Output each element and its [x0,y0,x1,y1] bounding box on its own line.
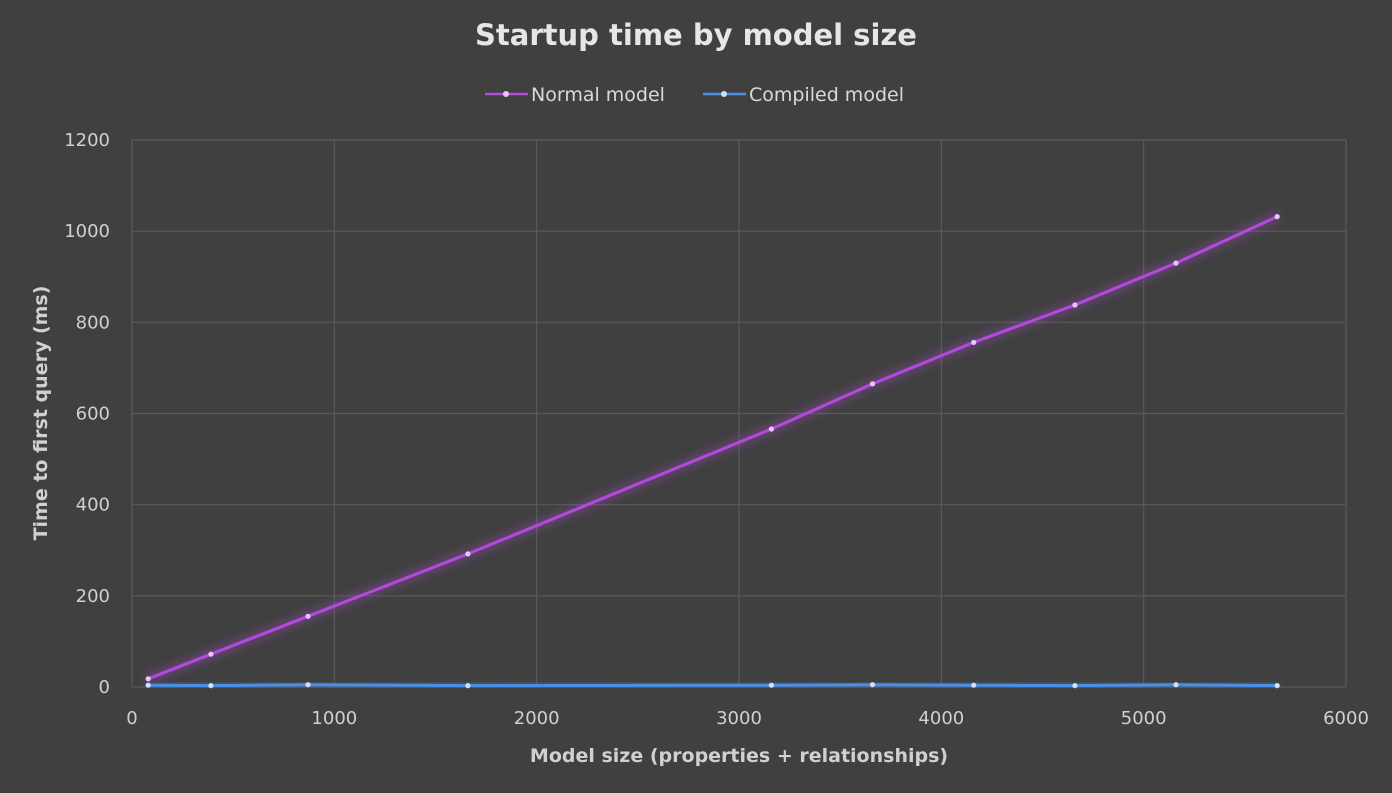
chart-title: Startup time by model size [475,18,917,52]
y-tick-label: 600 [76,404,110,425]
data-point-compiled-model [1173,682,1179,688]
y-axis-label: Time to first query (ms) [30,286,52,541]
y-tick-label: 1200 [64,130,110,151]
data-point-compiled-model [208,683,214,689]
data-point-compiled-model [768,682,775,688]
data-point-normal-model [465,551,471,557]
x-axis-tick-labels: 0 1000 2000 3000 4000 5000 6000 [126,708,1369,729]
x-tick-label: 5000 [1121,708,1167,729]
data-point-compiled-model [305,682,311,688]
series-line-normal-model [146,215,1279,681]
x-tick-label: 3000 [716,708,762,729]
data-point-normal-model [305,613,311,619]
data-point-normal-model [1173,260,1179,266]
legend-label-compiled-model: Compiled model [749,84,904,106]
data-point-compiled-model [145,682,151,688]
series-line-compiled-model [146,683,1279,688]
y-tick-label: 1000 [64,221,110,242]
data-point-compiled-model [971,682,977,688]
data-point-compiled-model [1072,683,1078,689]
legend-label-normal-model: Normal model [531,84,665,106]
series-compiled-model [145,682,1280,689]
data-point-normal-model [1274,214,1280,220]
y-tick-label: 200 [76,586,110,607]
data-point-normal-model [869,381,876,387]
x-tick-label: 4000 [918,708,964,729]
legend-marker-compiled-model [721,91,727,97]
legend: Normal model Compiled model [485,84,904,106]
series-layer [145,214,1280,689]
y-tick-label: 0 [99,677,110,698]
x-tick-label: 6000 [1323,708,1369,729]
gridlines [131,139,1347,688]
y-axis-tick-labels: 0 200 400 600 800 1000 1200 [64,130,110,698]
y-tick-label: 400 [76,495,110,516]
data-point-compiled-model [1274,683,1280,689]
data-point-normal-model [145,676,151,682]
legend-marker-normal-model [503,91,509,97]
x-axis-label: Model size (properties + relationships) [530,745,948,767]
legend-item-normal-model: Normal model [485,84,665,106]
data-point-normal-model [208,651,214,657]
x-tick-label: 2000 [514,708,560,729]
series-normal-model [145,214,1280,682]
y-tick-label: 800 [76,312,110,333]
data-point-compiled-model [465,683,471,689]
x-tick-label: 1000 [311,708,357,729]
data-point-normal-model [1072,302,1078,308]
data-point-normal-model [768,426,775,432]
data-point-compiled-model [869,682,876,688]
x-tick-label: 0 [126,708,137,729]
legend-item-compiled-model: Compiled model [703,84,904,106]
data-point-normal-model [971,339,977,345]
